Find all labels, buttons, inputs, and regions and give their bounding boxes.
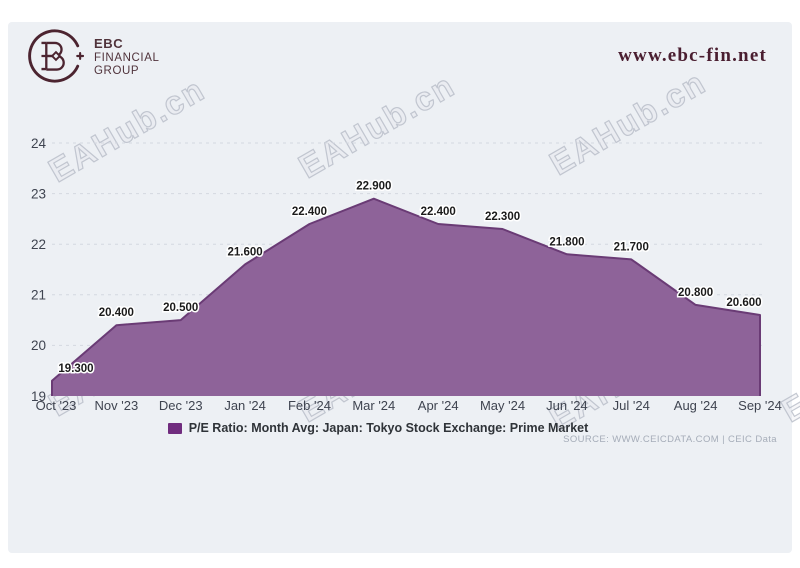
x-tick-label: Apr '24 [418,398,459,413]
y-tick-label: 23 [31,186,46,201]
pe-ratio-area-chart: 19 20 21 22 23 24 19.300 20.400 20.500 21.600 22.4… [31,136,782,413]
area-outline [51,197,761,396]
y-tick-label: 24 [31,136,47,151]
x-tick-label: Feb '24 [288,398,331,413]
ebc-logo-icon [28,29,84,83]
area-fill [52,198,760,396]
x-tick-label: Oct '23 [36,398,77,413]
data-point-label: 20.500 [163,302,198,314]
brand-header: EBC FINANCIAL GROUP [26,27,159,85]
data-point-label: 20.400 [99,307,134,319]
x-tick-label: Aug '24 [674,398,718,413]
legend-color-swatch [167,422,182,434]
x-tick-label: May '24 [480,398,525,413]
brand-line-3: GROUP [94,64,140,77]
data-point-label: 20.600 [726,297,761,309]
data-point-label: 22.300 [485,211,520,223]
y-tick-label: 20 [31,338,46,353]
x-tick-label: Nov '23 [95,398,139,413]
data-point-label: 22.400 [292,206,327,218]
data-point-label: 19.300 [58,363,93,375]
brand-name: EBC FINANCIAL GROUP [94,36,159,77]
legend-series-label: P/E Ratio: Month Avg: Japan: Tokyo Stock… [188,421,589,435]
data-point-label: 21.800 [549,236,584,248]
x-tick-label: Jun '24 [546,398,588,413]
chart-legend: P/E Ratio: Month Avg: Japan: Tokyo Stock… [0,421,756,435]
brand-line-2: FINANCIAL [94,51,160,64]
website-url: www.ebc-fin.net [618,45,767,66]
x-tick-label: Jan '24 [224,398,266,413]
x-tick-label: Sep '24 [738,398,782,413]
data-point-label: 22.400 [421,206,456,218]
x-tick-label: Jul '24 [613,398,650,413]
data-point-label: 20.800 [678,287,713,299]
data-point-label: 21.600 [227,246,262,258]
y-tick-label: 19 [31,389,46,404]
data-point-label: 21.700 [614,241,649,253]
x-tick-label: Dec '23 [159,398,203,413]
x-tick-label: Mar '24 [352,398,395,413]
brand-line-1: EBC [94,35,124,51]
source-attribution: SOURCE: WWW.CEICDATA.COM | CEIC Data [563,434,777,445]
data-point-label: 22.900 [356,181,391,193]
y-tick-label: 22 [31,237,46,252]
y-tick-label: 21 [31,288,46,303]
